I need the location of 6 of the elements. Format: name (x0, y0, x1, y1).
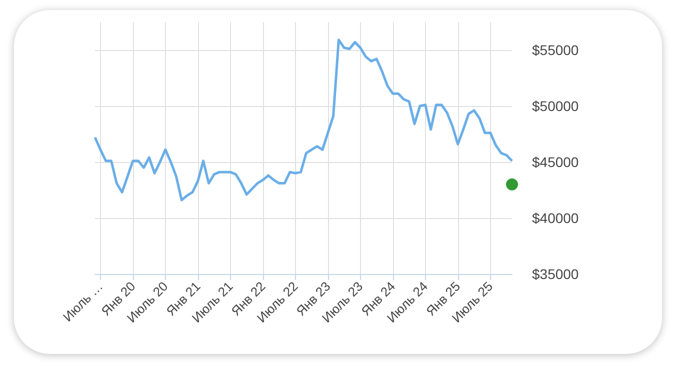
y-tick-label: $50000 (532, 98, 579, 114)
y-tick-label: $35000 (532, 266, 579, 282)
line-series (94, 38, 514, 202)
y-tick-label: $45000 (532, 154, 579, 170)
y-tick-label: $55000 (532, 42, 579, 58)
y-tick-label: $40000 (532, 210, 579, 226)
